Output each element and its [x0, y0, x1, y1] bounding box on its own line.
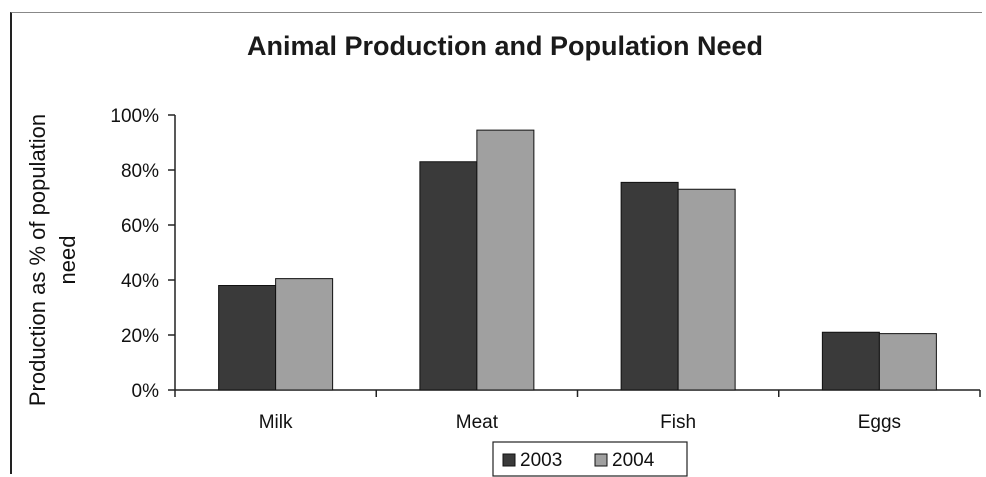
bars	[218, 129, 937, 391]
legend-swatch-2003	[502, 453, 516, 467]
category-labels: Milk Meat Fish Eggs	[259, 412, 901, 433]
legend: 2003 2004	[492, 441, 688, 477]
bar-eggs-2004	[878, 333, 937, 391]
bar-milk-2003	[218, 285, 277, 391]
legend-label-2003: 2003	[520, 450, 562, 471]
y-tick-label: 100%	[110, 106, 159, 127]
y-tick-label: 80%	[121, 161, 159, 182]
legend-box	[492, 441, 688, 477]
bar-meat-2004	[476, 129, 535, 391]
y-tick-label: 0%	[132, 381, 160, 402]
bar-meat-2003	[419, 161, 478, 391]
y-tick-label: 60%	[121, 216, 159, 237]
category-label: Fish	[660, 412, 696, 433]
bar-fish-2003	[620, 181, 679, 391]
y-axis-label-line-2: need	[55, 236, 80, 285]
y-axis-label-line-1: Production as % of population	[25, 114, 50, 406]
legend-label-2004: 2004	[612, 450, 655, 471]
y-tick-label: 40%	[121, 271, 159, 292]
chart-frame	[10, 12, 982, 474]
legend-swatch-2004	[594, 453, 608, 467]
bar-fish-2004	[677, 188, 736, 391]
bar-eggs-2003	[821, 331, 880, 391]
bar-milk-2004	[275, 278, 334, 391]
category-label: Milk	[259, 412, 293, 433]
y-tick-label: 20%	[121, 326, 159, 347]
category-label: Meat	[456, 412, 499, 433]
chart-title: Animal Production and Population Need	[247, 31, 763, 61]
category-label: Eggs	[858, 412, 901, 433]
